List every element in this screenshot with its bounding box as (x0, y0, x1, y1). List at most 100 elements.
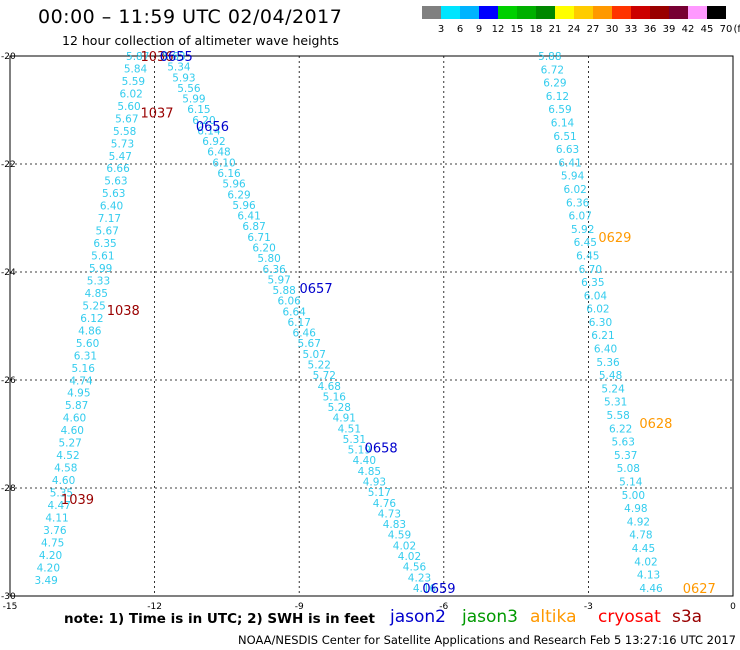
wave-height-value: 6.14 (197, 125, 221, 137)
scale-label: 45 (701, 24, 714, 35)
satellite-name: altika (530, 607, 577, 627)
wave-height-value: 5.84 (124, 63, 148, 75)
track-time-label: 0657 (300, 282, 333, 297)
scale-swatch (688, 6, 707, 19)
wave-height-value: 6.30 (589, 317, 612, 329)
wave-height-value: 5.59 (122, 76, 145, 88)
wave-height-value: 6.10 (212, 157, 235, 169)
scale-swatch (517, 6, 536, 19)
scale-label: 24 (568, 24, 581, 35)
wave-height-value: 5.88 (272, 285, 295, 297)
wave-height-value: 5.47 (109, 151, 132, 163)
wave-height-value: 6.41 (558, 157, 581, 169)
wave-height-value: 5.58 (113, 126, 136, 138)
wave-height-value: 5.87 (65, 400, 88, 412)
track-time-label: 0627 (683, 582, 716, 597)
wave-height-value: 6.17 (288, 317, 311, 329)
x-tick-label: 0 (730, 602, 736, 612)
wave-height-value: 5.14 (619, 477, 643, 489)
wave-height-value: 6.16 (217, 168, 241, 180)
wave-height-value: 5.96 (222, 179, 246, 191)
wave-height-value: 4.02 (398, 551, 421, 563)
scale-label: 42 (682, 24, 695, 35)
wave-height-value: 4.47 (48, 500, 71, 512)
scale-swatch (593, 6, 612, 19)
wave-height-value: 5.25 (82, 300, 105, 312)
scale-label: 27 (587, 24, 600, 35)
wave-height-value: 4.60 (52, 475, 75, 487)
x-tick-label: -15 (3, 602, 18, 612)
wave-height-value: 5.63 (104, 176, 127, 188)
wave-height-value: 5.35 (50, 488, 73, 500)
wave-height-value: 4.98 (624, 503, 647, 515)
wave-height-value: 6.06 (277, 296, 301, 308)
wave-height-value: 6.20 (192, 115, 215, 127)
wave-height-value: 6.35 (93, 238, 116, 250)
track-time-label: 0628 (639, 417, 672, 432)
track-time-label: 1038 (107, 304, 140, 319)
wave-height-value: 4.76 (373, 498, 397, 510)
wave-height-value: 6.22 (609, 423, 632, 435)
wave-height-value: 4.02 (634, 556, 657, 568)
wave-height-value: 6.36 (566, 197, 590, 209)
wave-height-value: 6.66 (106, 163, 130, 175)
track-time-label: 0658 (365, 442, 398, 457)
scale-swatch (536, 6, 555, 19)
wave-height-value: 6.15 (187, 104, 210, 116)
scale-swatch (631, 6, 650, 19)
wave-height-value: 7.17 (98, 213, 121, 225)
wave-height-value: 4.11 (45, 512, 68, 524)
wave-height-value: 6.12 (546, 91, 569, 103)
wave-height-value: 5.63 (102, 188, 125, 200)
wave-height-value: 4.92 (627, 516, 650, 528)
x-tick-label: -12 (147, 602, 162, 612)
wave-height-value: 5.96 (232, 200, 256, 212)
satellite-name: jason3 (462, 607, 518, 627)
wave-height-value: 4.23 (408, 572, 431, 584)
chart-title: 00:00 – 11:59 UTC 02/04/2017 (38, 6, 343, 28)
wave-height-value: 6.29 (543, 78, 566, 90)
wave-height-value: 5.58 (606, 410, 629, 422)
wave-height-value: 5.93 (172, 72, 195, 84)
scale-swatch (441, 6, 460, 19)
chart-subtitle: 12 hour collection of altimeter wave hei… (62, 33, 339, 48)
wave-height-value: 6.45 (574, 237, 597, 249)
x-tick-label: -3 (584, 602, 593, 612)
scale-swatch (460, 6, 479, 19)
scale-label: 6 (457, 24, 463, 35)
wave-height-value: 6.59 (548, 104, 571, 116)
satellite-name: s3a (672, 607, 703, 627)
wave-height-value: 5.48 (599, 370, 622, 382)
wave-height-value: 4.58 (54, 463, 77, 475)
track-time-label: 0656 (196, 120, 229, 135)
track-time-label: 1036 (140, 50, 173, 65)
wave-height-value: 5.99 (89, 263, 112, 275)
wave-height-value: 4.20 (39, 550, 62, 562)
scale-label: 30 (606, 24, 619, 35)
wave-height-value: 4.52 (56, 450, 79, 462)
wave-height-value: 4.20 (37, 562, 60, 574)
track-time-label: 1037 (140, 107, 173, 122)
scale-swatch (555, 6, 574, 19)
wave-height-value: 5.99 (182, 94, 205, 106)
wave-height-value: 5.16 (72, 363, 96, 375)
wave-height-value: 6.02 (119, 88, 142, 100)
wave-height-value: 6.36 (262, 264, 286, 276)
wave-height-value: 6.64 (282, 306, 306, 318)
wave-height-value: 4.78 (629, 530, 652, 542)
wave-height-value: 6.70 (579, 264, 602, 276)
wave-height-value: 4.51 (338, 423, 361, 435)
y-tick-label: -20 (1, 52, 16, 62)
wave-height-value: 5.22 (308, 360, 331, 372)
wave-height-value: 3.49 (34, 575, 57, 587)
wave-height-value: 6.31 (74, 350, 97, 362)
scale-swatch (650, 6, 669, 19)
scale-swatch (479, 6, 498, 19)
wave-height-value: 4.46 (639, 583, 663, 595)
wave-height-value: 6.20 (252, 242, 275, 254)
wave-height-value: 5.67 (115, 113, 138, 125)
wave-height-value: 5.00 (622, 490, 645, 502)
wave-height-value: 4.95 (67, 388, 90, 400)
y-tick-label: -22 (1, 160, 16, 170)
scale-label: 70 (720, 24, 733, 35)
